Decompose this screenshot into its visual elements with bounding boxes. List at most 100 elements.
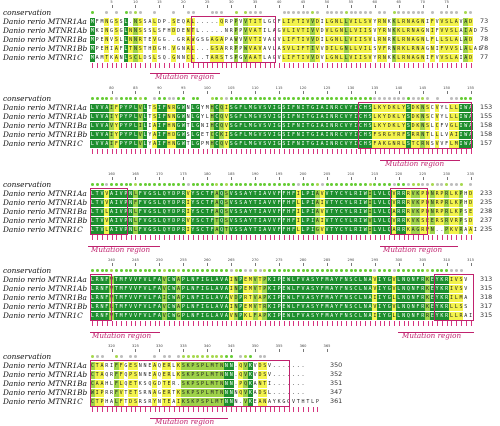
residue: A (262, 226, 268, 234)
residue: G (176, 36, 181, 44)
mutation-marker (422, 149, 424, 154)
residue: M (324, 312, 330, 320)
residue: F (113, 389, 119, 397)
residue: V (439, 27, 445, 35)
residue: V (142, 285, 148, 293)
residue: I (295, 208, 301, 216)
conservation-dot (105, 183, 109, 186)
residue: D (386, 104, 392, 112)
residue: Q (219, 104, 225, 112)
residue: F (195, 312, 201, 320)
mutation-marker (183, 407, 185, 412)
conservation-dot (258, 355, 262, 358)
residue: A (410, 36, 416, 44)
mutation-marker (326, 235, 328, 240)
mutation-marker (350, 235, 352, 240)
residue: K (137, 380, 143, 388)
residue: M (247, 140, 253, 148)
residue: L (453, 294, 459, 302)
mutation-marker (427, 321, 429, 326)
mutation-marker (456, 149, 458, 154)
residue: I (358, 27, 363, 35)
residue: V (99, 122, 105, 130)
ruler-tick-label: 15 (157, 0, 162, 4)
mutation-marker (207, 407, 209, 412)
residue: I (329, 45, 335, 53)
residue: V (243, 362, 248, 370)
conservation-dot (201, 183, 205, 186)
conservation-dot (335, 183, 339, 186)
residue: L (137, 54, 143, 62)
residue: L (243, 113, 248, 121)
residue: L (291, 294, 296, 302)
residue: N (104, 18, 110, 26)
residue: L (334, 45, 339, 53)
mutation-marker (408, 149, 410, 154)
residue: W (90, 389, 95, 397)
mutation-marker (465, 149, 467, 154)
residue: . (295, 380, 301, 388)
residue: N (295, 140, 301, 148)
residue: L (90, 303, 95, 311)
residue: V (305, 18, 311, 26)
residue: R (434, 217, 440, 225)
mutation-marker (451, 149, 453, 154)
conservation-dot (397, 183, 401, 186)
residue: A (463, 18, 469, 26)
residue: F (152, 285, 158, 293)
residue: L (90, 217, 95, 225)
residue: I (109, 131, 114, 139)
residue: T (113, 303, 119, 311)
residue: I (358, 190, 363, 198)
residue: R (458, 312, 464, 320)
residue: P (99, 398, 105, 406)
conservation-dot (373, 269, 377, 272)
species-label-mtnr1c: Danio rerio MTNR1C (3, 397, 83, 406)
residue: P (118, 113, 124, 121)
residue: G (176, 140, 181, 148)
residue: V (219, 294, 225, 302)
conservation-dot (210, 269, 214, 272)
mutation-marker (264, 235, 266, 240)
residue: T (257, 303, 263, 311)
conservation-dot (349, 11, 353, 14)
ruler-tick-label: 90 (157, 86, 162, 90)
residue: K (267, 312, 272, 320)
residue: E (128, 380, 134, 388)
residue: Y (439, 113, 445, 121)
residue: Q (238, 389, 244, 397)
residue: R (420, 294, 426, 302)
residue: V (142, 217, 148, 225)
residue: L (243, 131, 248, 139)
residue: F (113, 380, 119, 388)
conservation-dot (411, 183, 415, 186)
residue: T (305, 398, 311, 406)
residue: A (267, 54, 272, 62)
residue: R (401, 36, 406, 44)
ruler-tick-label: 270 (251, 258, 259, 262)
mutation-region-line (380, 246, 458, 247)
ruler-tick (111, 263, 113, 266)
residue: L (372, 208, 378, 216)
residue: N (190, 303, 196, 311)
mutation-marker (140, 321, 142, 326)
residue: . (204, 18, 210, 26)
mutation-marker (293, 321, 295, 326)
residue: L (204, 380, 210, 388)
conservation-dot (282, 97, 286, 100)
ruler-tick-label: 40 (276, 0, 282, 4)
residue: F (291, 122, 296, 130)
mutation-marker (470, 149, 472, 154)
residue: I (429, 27, 435, 35)
species-label-mtnr1ab: Danio rerio MTNR1Ab (3, 370, 88, 379)
mutation-marker (149, 63, 151, 68)
residue: I (257, 217, 263, 225)
residue: G (271, 36, 277, 44)
residue: L (300, 199, 306, 207)
mutation-region-line (150, 418, 228, 419)
residue: I (286, 131, 292, 139)
ruler-tick-label: 340 (203, 344, 211, 348)
residue: I (224, 104, 229, 112)
mutation-marker (101, 149, 103, 154)
mutation-marker (231, 149, 233, 154)
